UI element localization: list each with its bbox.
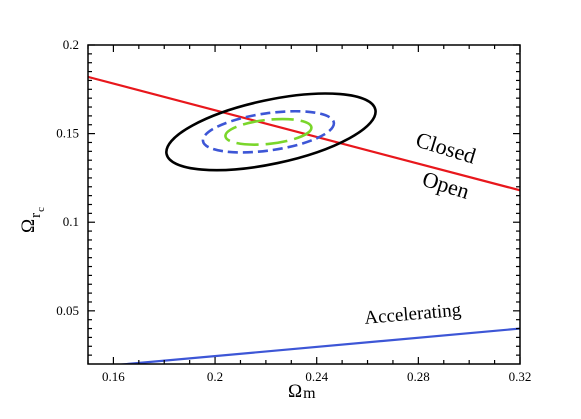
axis-ticks	[87, 44, 521, 364]
y-tick-labels: 0.05 0.1 0.15 0.2	[56, 37, 79, 318]
annotation-accelerating: Accelerating	[364, 299, 463, 328]
x-tick-label: 0.28	[407, 369, 430, 384]
plot-marks	[88, 75, 520, 364]
y-tick-label: 0.15	[56, 126, 79, 141]
x-tick-label: 0.32	[509, 369, 532, 384]
x-tick-label: 0.24	[305, 369, 328, 384]
series-line-closed-open	[88, 75, 520, 192]
x-tick-label: 0.16	[102, 369, 125, 384]
x-axis-label: Ωm	[288, 381, 316, 402]
y-tick-label: 0.05	[56, 303, 79, 318]
y-tick-label: 0.1	[63, 214, 79, 229]
x-tick-labels: 0.16 0.2 0.24 0.28 0.32	[102, 369, 531, 384]
annotation-closed: Closed	[413, 127, 479, 169]
contour-outer-contour	[165, 92, 377, 172]
x-tick-label: 0.2	[207, 369, 223, 384]
annotation-open: Open	[420, 166, 473, 204]
contour-middle-contour	[201, 109, 336, 154]
series-line-accelerating	[115, 327, 520, 364]
y-tick-label: 0.2	[63, 37, 79, 52]
y-axis-label: Ωrc	[18, 207, 47, 233]
contour-inner-contour	[224, 117, 313, 146]
